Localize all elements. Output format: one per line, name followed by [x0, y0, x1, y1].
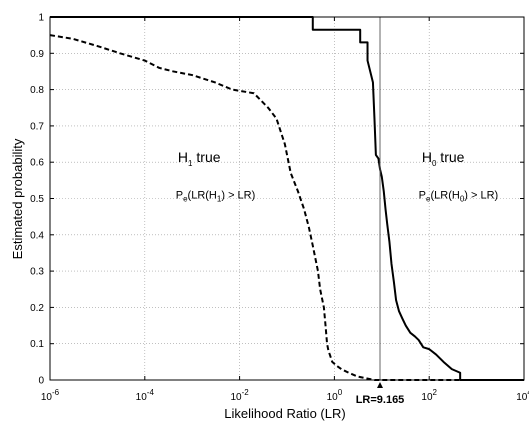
y-tick-label: 0.1 — [30, 339, 44, 350]
x-tick-label: 10-4 — [136, 388, 155, 403]
y-tick-label: 0.4 — [30, 230, 44, 241]
x-tick-label: 104 — [516, 388, 529, 403]
y-tick-label: 0.6 — [30, 158, 44, 169]
y-tick-label: 1 — [38, 13, 44, 24]
x-tick-label: 10-6 — [41, 388, 60, 403]
grid — [50, 17, 524, 380]
y-tick-label: 0.5 — [30, 194, 44, 205]
annotation-h0-true: H0 true — [422, 149, 465, 168]
series-line-solid — [50, 16, 524, 381]
annotation-pe-h0: Pe(LR(H0) > LR) — [419, 190, 499, 204]
x-tick-label: 10-2 — [230, 388, 249, 403]
annotation-h1-true: H1 true — [178, 149, 221, 168]
x-tick-label: 102 — [421, 388, 437, 403]
annotations: H1 true H0 true Pe(LR(H1) > LR) Pe(LR(H0) >… — [176, 149, 498, 203]
y-axis-label: Estimated probability — [10, 138, 25, 259]
y-tick-label: 0.7 — [30, 121, 44, 132]
x-axis-label: Likelihood Ratio (LR) — [224, 406, 345, 421]
threshold-label: LR=9.165 — [356, 394, 405, 406]
y-tick-label: 0.8 — [30, 85, 44, 96]
y-tick-label: 0.3 — [30, 267, 44, 278]
x-tick-label: 100 — [327, 388, 343, 403]
series-line-dashed — [49, 34, 524, 381]
y-tick-label: 0 — [38, 376, 44, 387]
tick-labels: 10-6 10-4 10-2 100 102 104 0 0.1 0.2 0.3 0.4 0.5 0.6… — [30, 13, 529, 404]
threshold-arrow — [377, 382, 384, 388]
axes — [49, 16, 525, 381]
series-group: LR=9.165 — [49, 16, 524, 406]
annotation-pe-h1: Pe(LR(H1) > LR) — [176, 190, 256, 204]
y-tick-label: 0.2 — [30, 303, 44, 314]
y-tick-label: 0.9 — [30, 49, 44, 60]
